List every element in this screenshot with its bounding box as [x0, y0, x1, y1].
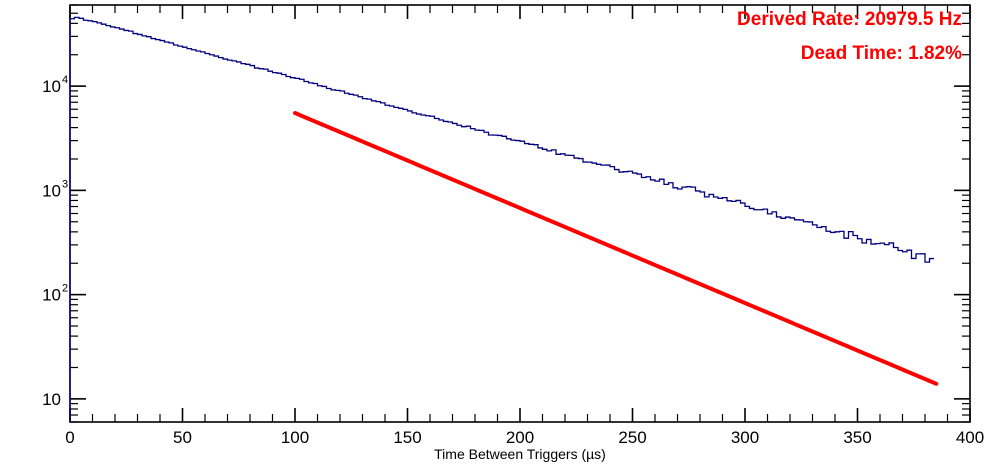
- dead-time-annotation: Dead Time: 1.82%: [800, 43, 962, 64]
- y-tick-label: 10: [42, 286, 61, 305]
- x-tick-label: 350: [843, 428, 871, 447]
- x-axis-tick-labels: 0 50 100 150 200 250 300 350 400: [65, 428, 984, 447]
- y-tick-exponent: 4: [62, 74, 68, 86]
- y-tick-exponent: 3: [62, 178, 68, 190]
- y-tick-label: 10: [42, 77, 61, 96]
- histogram-series: [69, 16, 934, 422]
- x-axis-ticks: [69, 5, 971, 422]
- x-tick-label: 150: [393, 428, 421, 447]
- x-tick-label: 250: [618, 428, 646, 447]
- fit-line-series: [293, 111, 939, 386]
- x-tick-label: 100: [281, 428, 309, 447]
- x-tick-label: 200: [506, 428, 534, 447]
- derived-rate-annotation: Derived Rate: 20979.5 Hz: [737, 9, 962, 30]
- x-tick-label: 400: [956, 428, 984, 447]
- y-tick-exponent: 2: [62, 283, 68, 295]
- y-tick-label: 10: [42, 181, 61, 200]
- y-axis-ticks: [70, 4, 970, 423]
- x-axis-title: Time Between Triggers (µs): [434, 446, 606, 462]
- x-tick-label: 300: [731, 428, 759, 447]
- x-tick-label: 0: [65, 428, 74, 447]
- x-tick-label: 50: [173, 428, 192, 447]
- y-tick-label: 10: [42, 390, 61, 409]
